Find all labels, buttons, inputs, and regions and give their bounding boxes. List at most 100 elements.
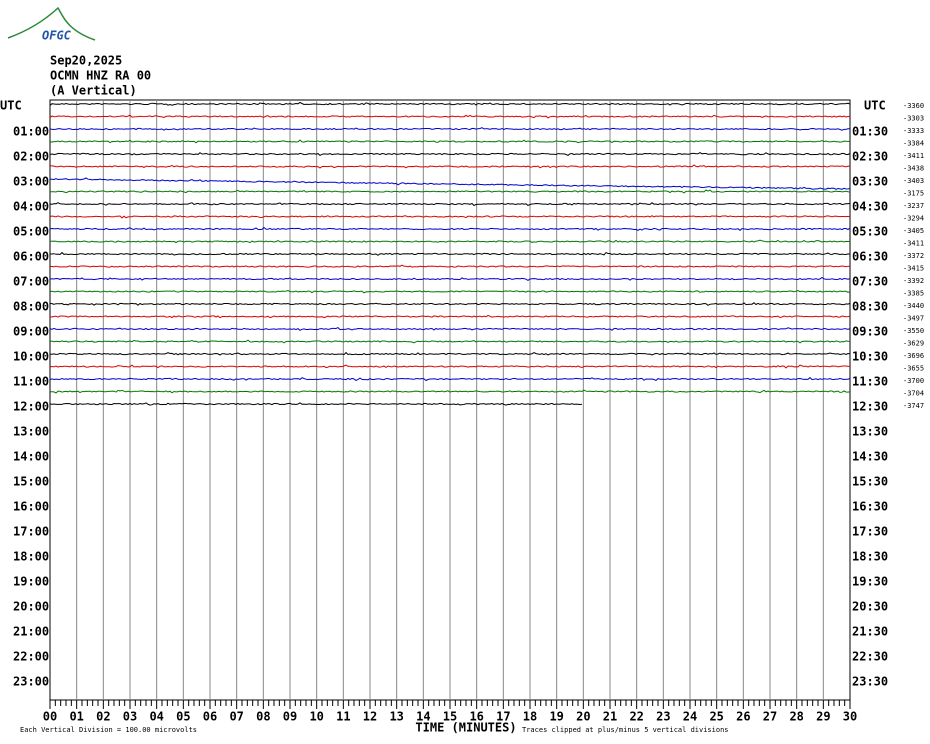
offset-label: -3415 xyxy=(903,265,924,273)
trace xyxy=(49,351,851,356)
x-tick-label: 12 xyxy=(363,710,377,724)
left-hour-label: 13:00 xyxy=(13,425,49,439)
trace xyxy=(49,339,851,344)
trace xyxy=(49,389,851,394)
x-tick-label: 26 xyxy=(736,710,750,724)
trace xyxy=(50,239,851,244)
left-hour-label: 11:00 xyxy=(13,375,49,389)
trace xyxy=(49,127,850,131)
trace xyxy=(49,376,851,382)
x-tick-label: 00 xyxy=(43,710,57,724)
trace xyxy=(50,164,851,169)
x-tick-label: 01 xyxy=(69,710,83,724)
x-tick-label: 07 xyxy=(229,710,243,724)
trace xyxy=(49,101,851,106)
date: Sep20,2025 xyxy=(50,54,122,68)
right-hour-label: 20:30 xyxy=(852,600,888,614)
right-hour-label: 06:30 xyxy=(852,250,888,264)
offset-label: -3700 xyxy=(903,377,924,385)
right-hour-label: 19:30 xyxy=(852,575,888,589)
left-hour-label: 15:00 xyxy=(13,475,49,489)
right-hour-label: 08:30 xyxy=(852,300,888,314)
right-hour-label: 11:30 xyxy=(852,375,888,389)
left-hour-label: 06:00 xyxy=(13,250,49,264)
component: (A Vertical) xyxy=(50,84,137,98)
x-tick-label: 25 xyxy=(709,710,723,724)
trace xyxy=(49,202,851,207)
right-hour-label: 02:30 xyxy=(852,150,888,164)
right-hour-label: 10:30 xyxy=(852,350,888,364)
left-hour-label: 09:00 xyxy=(13,325,49,339)
x-tick-label: 05 xyxy=(176,710,190,724)
right-hour-label: 23:30 xyxy=(852,675,888,689)
left-hour-label: 18:00 xyxy=(13,550,49,564)
offset-label: -3237 xyxy=(903,202,924,210)
trace xyxy=(50,251,851,256)
offset-label: -3392 xyxy=(903,277,924,285)
trace xyxy=(49,177,851,190)
right-hour-label: 17:30 xyxy=(852,525,888,539)
x-tick-label: 23 xyxy=(656,710,670,724)
left-hour-label: 23:00 xyxy=(13,675,49,689)
offset-label: -3629 xyxy=(903,340,924,348)
right-hour-label: 22:30 xyxy=(852,650,888,664)
offset-label: -3303 xyxy=(903,115,924,123)
left-hour-label: 08:00 xyxy=(13,300,49,314)
x-tick-label: 08 xyxy=(256,710,270,724)
offset-label: -3385 xyxy=(903,290,924,298)
x-tick-label: 15 xyxy=(443,710,457,724)
offset-label: -3372 xyxy=(903,252,924,260)
offset-label: -3360 xyxy=(903,102,924,110)
right-hour-label: 15:30 xyxy=(852,475,888,489)
offset-label: -3550 xyxy=(903,327,924,335)
station: OCMN HNZ RA 00 xyxy=(50,69,151,83)
trace xyxy=(49,215,851,219)
right-title: UTC xyxy=(864,99,886,113)
x-tick-label: 27 xyxy=(763,710,777,724)
right-hour-label: 04:30 xyxy=(852,200,888,214)
right-hour-label: 13:30 xyxy=(852,425,888,439)
trace xyxy=(49,226,851,231)
trace xyxy=(49,139,850,144)
logo: OFGC xyxy=(42,29,72,43)
x-title: TIME (MINUTES) xyxy=(415,721,516,735)
offset-label: -3175 xyxy=(903,190,924,198)
left-hour-label: 10:00 xyxy=(13,350,49,364)
trace xyxy=(50,189,851,194)
x-tick-label: 19 xyxy=(549,710,563,724)
x-tick-label: 02 xyxy=(96,710,110,724)
right-hour-label: 18:30 xyxy=(852,550,888,564)
left-hour-label: 17:00 xyxy=(13,525,49,539)
offset-label: -3411 xyxy=(903,240,924,248)
left-hour-label: 05:00 xyxy=(13,225,49,239)
left-hour-label: 07:00 xyxy=(13,275,49,289)
left-hour-label: 01:00 xyxy=(13,125,49,139)
x-tick-label: 30 xyxy=(843,710,857,724)
x-tick-label: 04 xyxy=(149,710,163,724)
right-hour-label: 12:30 xyxy=(852,400,888,414)
left-hour-label: 21:00 xyxy=(13,625,49,639)
x-tick-label: 29 xyxy=(816,710,830,724)
offset-label: -3333 xyxy=(903,127,924,135)
offset-label: -3294 xyxy=(903,215,924,223)
offset-label: -3438 xyxy=(903,165,924,173)
offset-label: -3440 xyxy=(903,302,924,310)
logo-mark xyxy=(7,6,96,41)
x-tick-label: 10 xyxy=(309,710,323,724)
x-tick-label: 24 xyxy=(683,710,697,724)
offset-label: -3704 xyxy=(903,390,924,398)
right-hour-label: 05:30 xyxy=(852,225,888,239)
offset-label: -3411 xyxy=(903,152,924,160)
right-hour-label: 07:30 xyxy=(852,275,888,289)
left-hour-label: 04:00 xyxy=(13,200,49,214)
x-tick-label: 14 xyxy=(416,710,430,724)
x-tick-label: 03 xyxy=(123,710,137,724)
left-hour-label: 20:00 xyxy=(13,600,49,614)
trace xyxy=(49,327,851,331)
trace xyxy=(49,289,851,294)
trace xyxy=(49,402,583,406)
left-hour-label: 14:00 xyxy=(13,450,49,464)
x-tick-label: 28 xyxy=(789,710,803,724)
trace xyxy=(49,364,851,369)
